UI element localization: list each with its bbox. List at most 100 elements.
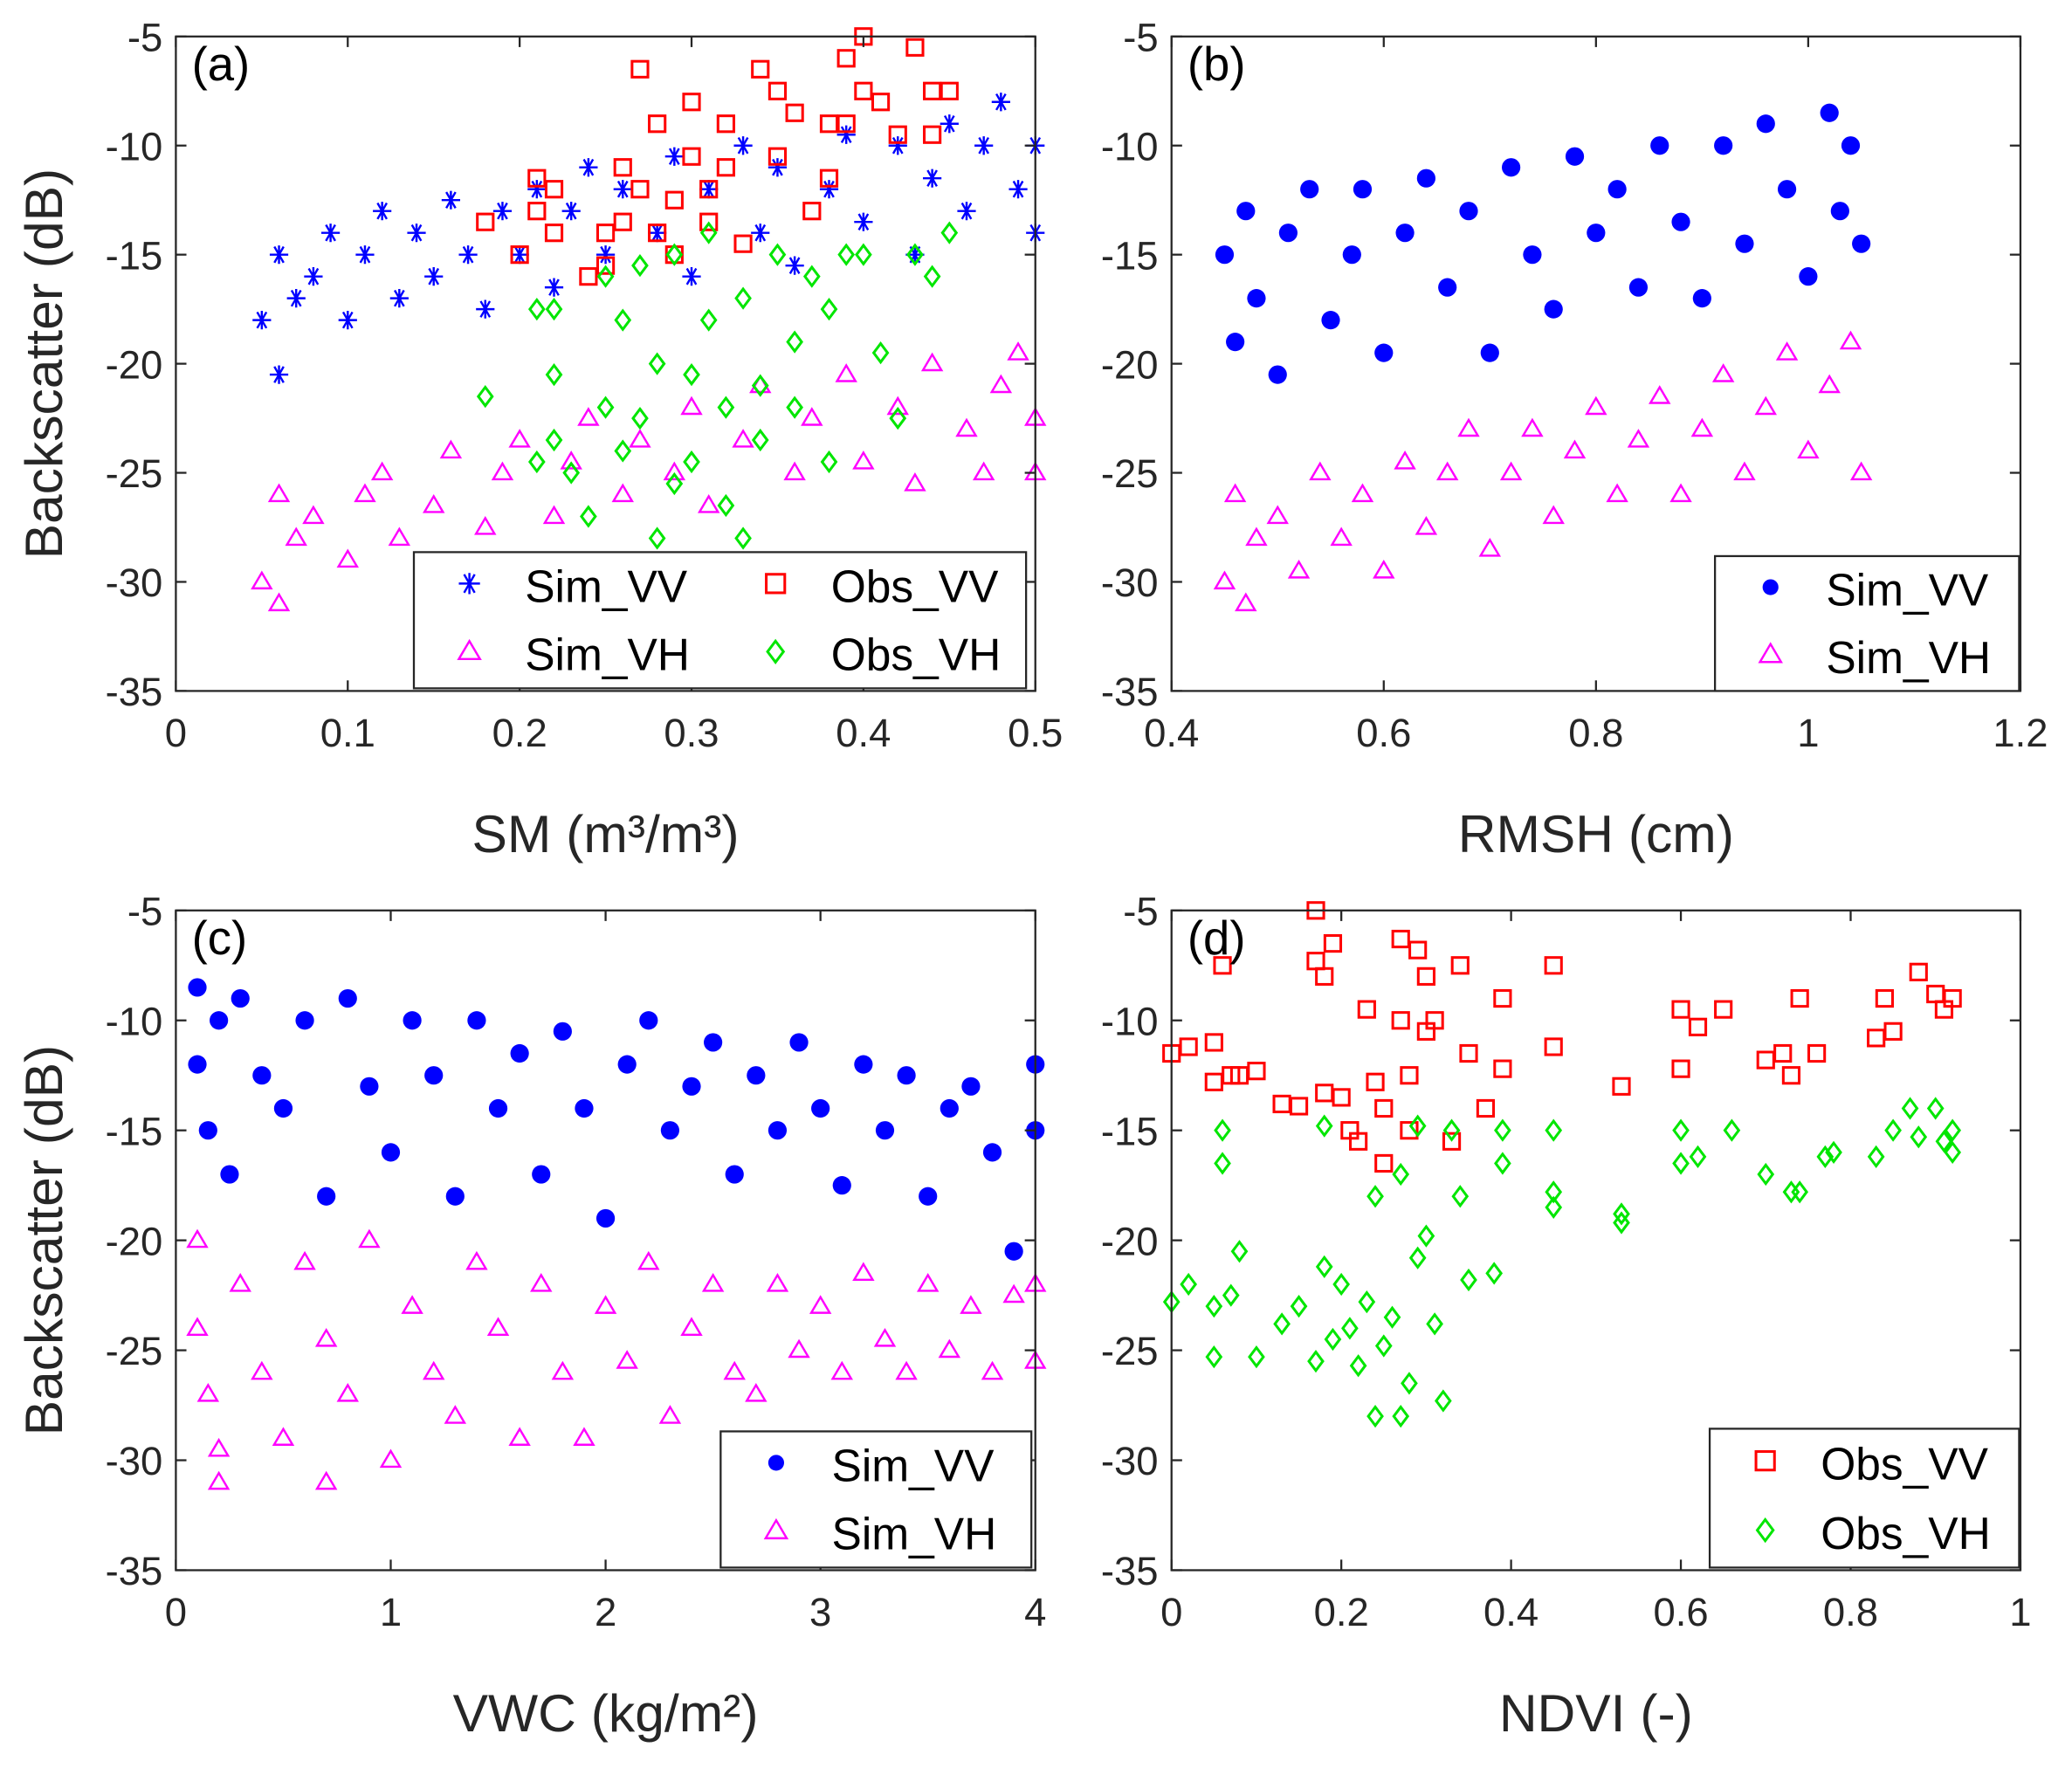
data-point xyxy=(1374,343,1394,362)
data-point xyxy=(768,81,788,100)
x-tick-label: 3 xyxy=(809,1590,831,1634)
y-tick-label: -35 xyxy=(106,670,163,714)
data-point xyxy=(439,439,463,459)
data-point xyxy=(579,267,598,286)
legend-item: Obs_VV xyxy=(765,561,999,612)
data-point xyxy=(819,180,839,199)
data-point xyxy=(527,180,547,199)
series-obs-vh xyxy=(1162,1097,1962,1428)
data-point xyxy=(269,365,289,384)
data-point xyxy=(1442,1118,1461,1142)
data-point xyxy=(682,1077,701,1096)
legend-label: Obs_VH xyxy=(1821,1508,1991,1558)
data-point xyxy=(295,1011,314,1030)
x-tick-label: 0.8 xyxy=(1823,1590,1878,1634)
data-point xyxy=(1485,1262,1504,1285)
data-point xyxy=(916,1273,940,1292)
x-tick-label: 0.6 xyxy=(1356,711,1411,755)
data-point xyxy=(1438,278,1457,297)
legend-label: Sim_VH xyxy=(1826,632,1991,683)
data-point xyxy=(1366,1185,1384,1208)
data-point xyxy=(401,1295,423,1314)
data-point xyxy=(801,407,823,426)
data-point xyxy=(231,988,250,1008)
data-point xyxy=(1230,1240,1249,1263)
data-point xyxy=(1714,136,1733,155)
y-tick-label: -15 xyxy=(106,1109,163,1153)
data-point xyxy=(745,1382,768,1402)
data-point xyxy=(875,1121,895,1140)
data-point xyxy=(854,1055,873,1074)
data-point xyxy=(682,93,701,112)
y-tick-label: -10 xyxy=(1101,124,1159,169)
y-tick-label: -35 xyxy=(1101,1549,1159,1593)
data-point xyxy=(1408,1114,1427,1138)
data-point xyxy=(476,212,495,231)
data-point xyxy=(476,299,495,319)
y-tick-label: -20 xyxy=(106,342,163,387)
data-point xyxy=(788,1338,810,1359)
data-point xyxy=(338,988,357,1008)
data-point xyxy=(510,1043,529,1063)
y-tick-label: -15 xyxy=(106,233,163,278)
data-point xyxy=(1408,1246,1427,1269)
y-tick-label: -30 xyxy=(106,1439,163,1483)
y-tick-label: -10 xyxy=(106,124,163,169)
data-point xyxy=(1711,363,1735,382)
data-point xyxy=(1790,988,1809,1008)
data-point xyxy=(1332,1272,1351,1297)
series-obs-vh xyxy=(476,221,959,550)
data-point xyxy=(906,243,924,266)
data-point xyxy=(545,298,563,321)
data-point xyxy=(527,169,547,188)
data-point xyxy=(889,406,907,430)
data-point xyxy=(1214,1118,1231,1142)
panel-label: (b) xyxy=(1187,38,1246,91)
data-point xyxy=(855,243,872,266)
data-point xyxy=(1585,396,1607,416)
data-point xyxy=(527,298,546,321)
data-point xyxy=(1459,1043,1478,1063)
data-point xyxy=(1909,962,1928,981)
data-point xyxy=(658,1405,682,1424)
data-point xyxy=(1627,429,1650,448)
data-point xyxy=(1400,1066,1419,1085)
data-point xyxy=(940,221,959,244)
data-point xyxy=(1349,1132,1368,1151)
x-tick-label: 0 xyxy=(1160,1590,1182,1634)
data-point xyxy=(1383,1305,1401,1329)
data-point xyxy=(1628,278,1649,297)
data-point xyxy=(660,1121,680,1140)
data-point xyxy=(639,1011,658,1030)
data-point xyxy=(1442,1132,1462,1151)
x-tick-label: 1.2 xyxy=(1993,711,2048,755)
y-tick-label: -5 xyxy=(1123,15,1158,59)
data-point xyxy=(1205,1295,1223,1318)
data-point xyxy=(701,1273,725,1292)
legend-item: Sim_VV xyxy=(458,561,688,612)
data-point xyxy=(320,224,341,243)
data-point xyxy=(1493,1059,1512,1078)
data-point xyxy=(441,190,460,210)
data-point xyxy=(1735,234,1754,253)
data-point xyxy=(835,363,857,382)
data-point xyxy=(616,1350,638,1369)
data-point xyxy=(923,125,942,144)
data-point xyxy=(683,450,700,474)
data-point xyxy=(1236,202,1256,221)
data-point xyxy=(1330,526,1353,547)
data-point xyxy=(637,1250,660,1270)
data-point xyxy=(1544,299,1563,319)
data-point xyxy=(577,407,600,426)
data-point xyxy=(1612,1077,1631,1096)
data-point xyxy=(716,114,735,134)
data-point xyxy=(955,417,978,437)
data-point xyxy=(1825,1140,1842,1164)
data-point xyxy=(1213,570,1236,590)
data-point xyxy=(802,265,821,288)
data-point xyxy=(527,202,547,221)
data-point xyxy=(836,125,856,144)
data-point xyxy=(734,526,752,550)
data-point xyxy=(1723,1118,1741,1142)
x-tick-label: 0.5 xyxy=(1008,711,1063,755)
